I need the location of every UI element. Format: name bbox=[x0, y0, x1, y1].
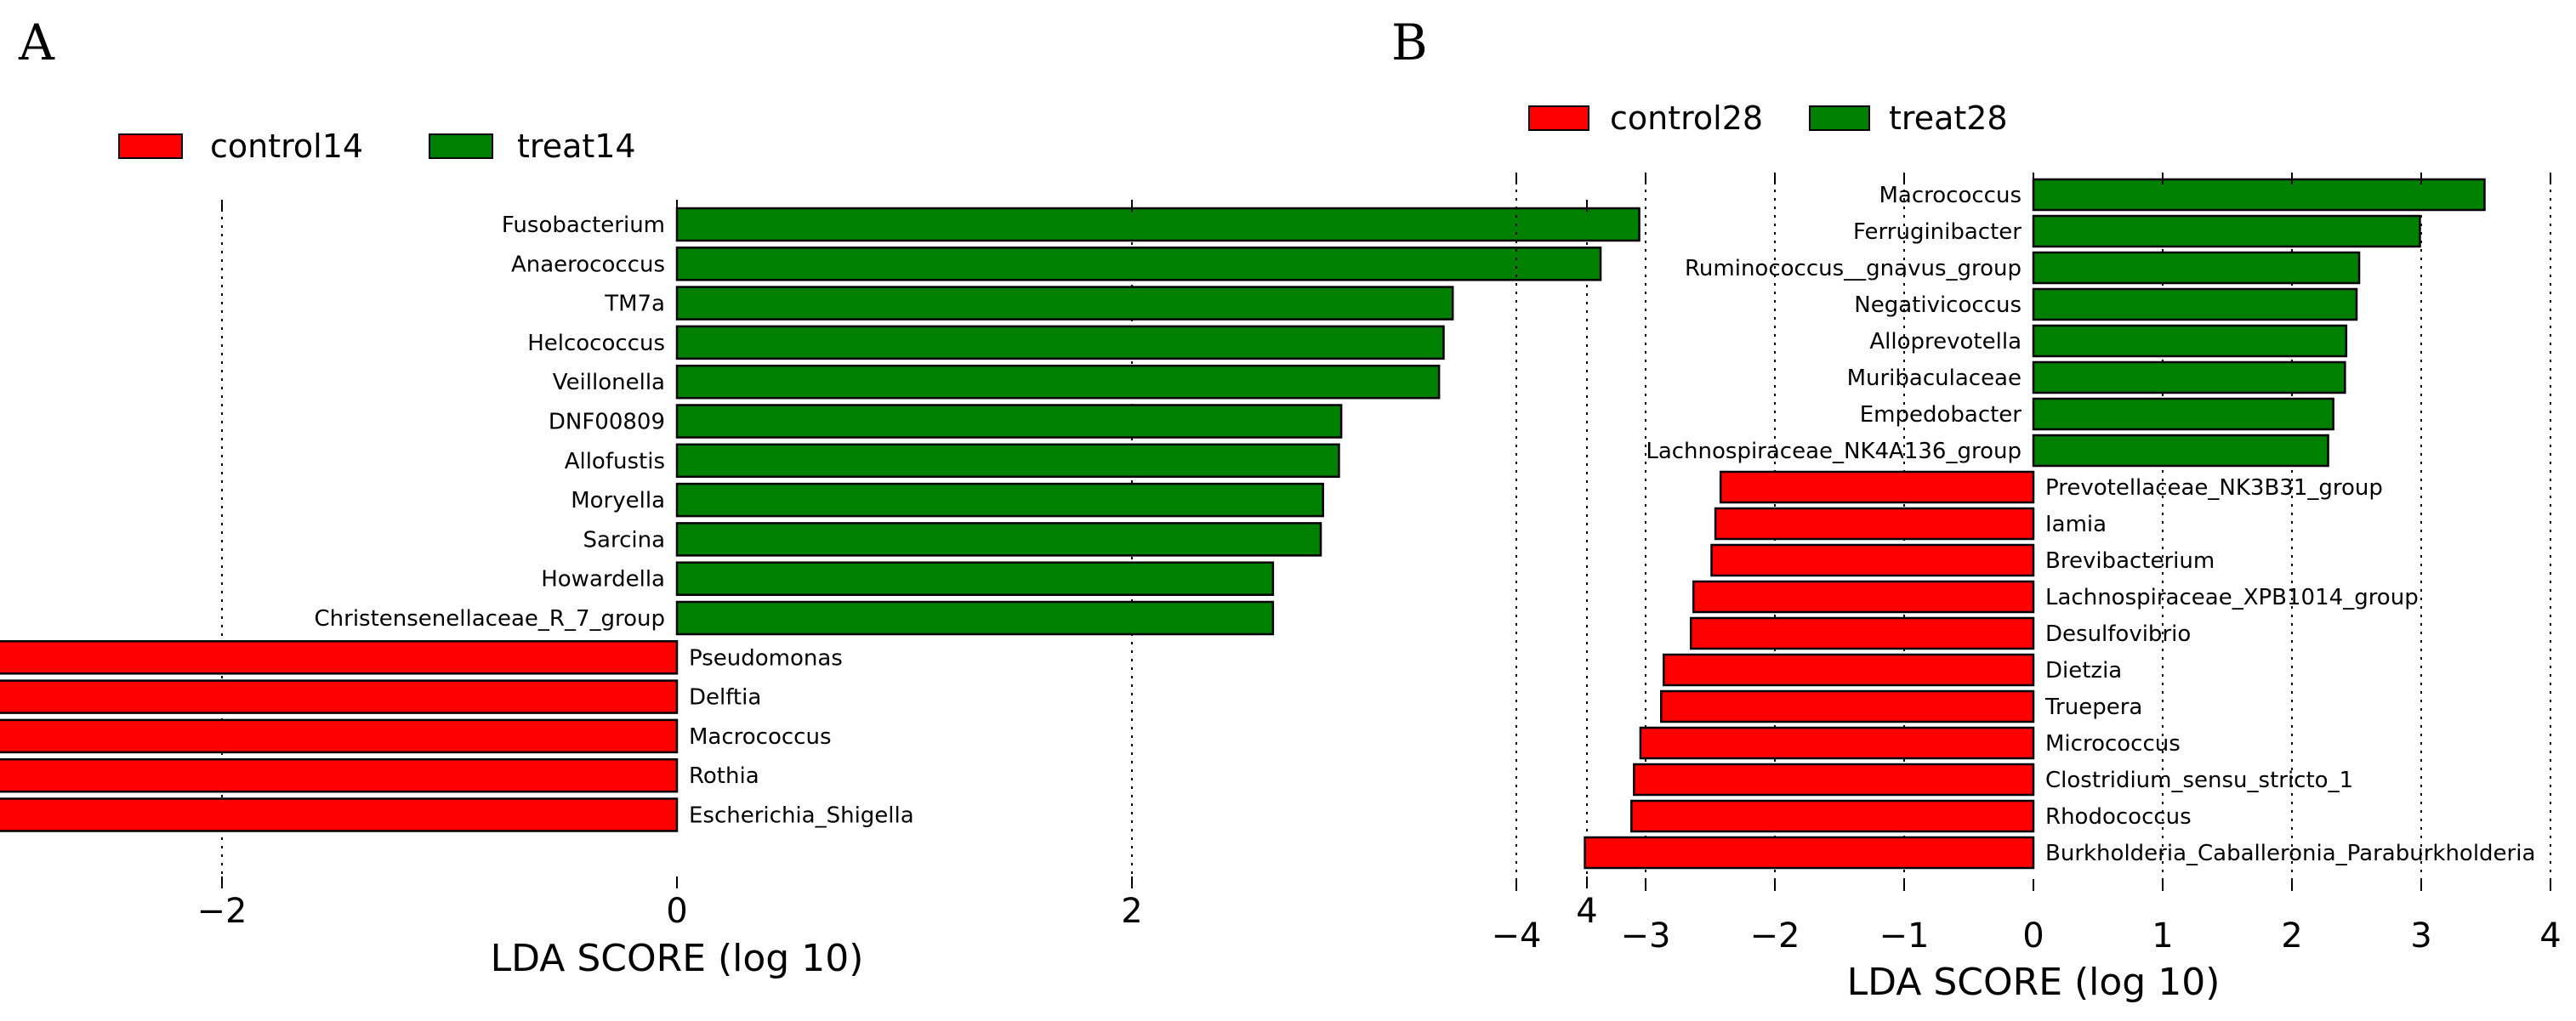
panel-a-bar bbox=[0, 757, 679, 793]
panel-a-bar-label: Escherichia_Shigella bbox=[689, 803, 914, 829]
panel-b-bar-label: Ruminococcus__gnavus_group bbox=[1685, 256, 2022, 281]
panel-b-tick-label: 4 bbox=[2539, 916, 2561, 956]
panel-b-bar bbox=[1663, 653, 2035, 687]
panel-a-bar-label: Pseudomonas bbox=[689, 645, 843, 671]
panel-b-bar bbox=[2032, 214, 2421, 248]
panel-b-tick-label: −2 bbox=[1750, 916, 1800, 956]
panel-b-bar-label: Burkholderia_Caballeronia_Paraburkholder… bbox=[2045, 841, 2535, 866]
panel-b-bar bbox=[1630, 799, 2035, 833]
panel-b-legend-swatch bbox=[1809, 105, 1870, 131]
panel-b-bar bbox=[2032, 360, 2346, 394]
panel-b-bar-label: Dietzia bbox=[2045, 658, 2122, 684]
panel-b-bar-label: Macrococcus bbox=[1879, 183, 2022, 208]
panel-a-bar bbox=[675, 364, 1441, 400]
panel-b-tick-label: 1 bbox=[2152, 916, 2173, 956]
panel-b-bar-label: Desulfovibrio bbox=[2045, 621, 2191, 647]
panel-b-bar bbox=[2032, 397, 2334, 431]
panel-b-bar-label: Empedobacter bbox=[1860, 402, 2022, 428]
panel-a-bar-label: DNF00809 bbox=[549, 410, 665, 435]
panel-a-bar bbox=[675, 443, 1340, 479]
panel-b-legend-label: control28 bbox=[1610, 99, 1763, 137]
panel-b-bar bbox=[1719, 470, 2035, 504]
panel-b-bar-label: Muribaculaceae bbox=[1847, 366, 2022, 391]
panel-b-bar-label: Negativicoccus bbox=[1854, 292, 2022, 318]
panel-a-bar bbox=[0, 797, 679, 832]
panel-b-label: B bbox=[1391, 14, 1428, 71]
panel-a-bar-label: Fusobacterium bbox=[502, 213, 665, 238]
panel-b-tick-label: −3 bbox=[1621, 916, 1671, 956]
panel-a-bar bbox=[675, 247, 1602, 281]
panel-b-bar bbox=[1714, 507, 2035, 541]
panel-a-bar bbox=[675, 482, 1324, 518]
panel-b-tick-label: −1 bbox=[1879, 916, 1930, 956]
panel-b-bar-label: Ferruginibacter bbox=[1853, 219, 2022, 245]
panel-b-tick-label: 0 bbox=[2022, 916, 2044, 956]
panel-b-bar bbox=[1689, 616, 2035, 650]
panel-a-bar bbox=[675, 522, 1322, 557]
panel-b-bar-label: Rhodococcus bbox=[2045, 804, 2192, 830]
panel-b-bar-label: Brevibacterium bbox=[2045, 548, 2215, 574]
panel-b-bar bbox=[1659, 689, 2035, 723]
panel-b-bar bbox=[2032, 251, 2361, 285]
panel-b-bar bbox=[1639, 726, 2035, 760]
panel-b-bar-label: Truepera bbox=[2044, 695, 2142, 720]
panel-a-bar bbox=[675, 600, 1275, 636]
panel-b-bar bbox=[1633, 763, 2035, 797]
panel-b-legend-swatch bbox=[1528, 105, 1589, 131]
panel-b-bar-label: Micrococcus bbox=[2045, 731, 2181, 757]
panel-b-bar bbox=[2032, 287, 2358, 321]
panel-a-tick-label: 0 bbox=[666, 892, 687, 931]
panel-b-bar-label: Lachnospiraceae_NK4A136_group bbox=[1646, 439, 2022, 464]
panel-b-bar-label: Clostridium_sensu_stricto_1 bbox=[2045, 768, 2353, 793]
panel-b-bar bbox=[2032, 324, 2348, 358]
panel-b-bar-label: Prevotellaceae_NK3B31_group bbox=[2045, 475, 2383, 501]
panel-a-bar-label: Macrococcus bbox=[689, 724, 832, 750]
panel-a-tick-label: 4 bbox=[1576, 892, 1597, 931]
panel-a-tick-label: 2 bbox=[1121, 892, 1142, 931]
panel-a-bar-label: Howardella bbox=[541, 567, 665, 593]
panel-a-bar bbox=[675, 404, 1343, 439]
panel-b-bar bbox=[1710, 543, 2035, 577]
panel-a-bar bbox=[0, 640, 679, 675]
panel-b-bar bbox=[2032, 434, 2329, 468]
panel-b-tick-label: 3 bbox=[2410, 916, 2431, 956]
panel-b-legend-label: treat28 bbox=[1889, 99, 2008, 137]
panel-b-bar-label: Iamia bbox=[2045, 512, 2107, 537]
panel-a-bar bbox=[675, 286, 1454, 320]
panel-a-legend-swatch bbox=[118, 133, 183, 159]
panel-a-bar-label: Anaerococcus bbox=[511, 252, 665, 277]
panel-a-label: A bbox=[18, 14, 55, 71]
panel-a-x-axis-title: LDA SCORE (log 10) bbox=[491, 937, 864, 980]
panel-a-bar-label: Veillonella bbox=[553, 370, 665, 395]
panel-a-bar bbox=[675, 561, 1275, 596]
panel-a-bar bbox=[675, 325, 1445, 360]
panel-b-tick-label: 2 bbox=[2281, 916, 2302, 956]
panel-a-bar-label: Allofustis bbox=[565, 449, 665, 474]
panel-a-bar-label: Rothia bbox=[689, 763, 759, 789]
panel-b-bar bbox=[1692, 580, 2035, 614]
panel-a-legend-label: control14 bbox=[210, 128, 363, 165]
panel-b-bar bbox=[1584, 836, 2035, 870]
panel-a-bar-label: Helcococcus bbox=[527, 331, 665, 356]
panel-b-bar bbox=[2032, 178, 2486, 212]
panel-a-bar-label: TM7a bbox=[604, 292, 665, 317]
panel-a-bar bbox=[675, 207, 1641, 242]
panel-a-bar-label: Christensenellaceae_R_7_group bbox=[315, 606, 666, 632]
panel-b-tick-label: −4 bbox=[1492, 916, 1542, 956]
panel-a-tick-label: −2 bbox=[197, 892, 247, 931]
panel-a-legend-swatch bbox=[429, 133, 493, 159]
panel-a-bar-label: Sarcina bbox=[583, 527, 665, 553]
panel-a-bar-label: Moryella bbox=[571, 488, 665, 513]
panel-a-bar bbox=[0, 718, 679, 754]
panel-b-bar-label: Lachnospiraceae_XPB1014_group bbox=[2045, 585, 2419, 610]
panel-b-bar-label: Alloprevotella bbox=[1869, 329, 2022, 355]
panel-a-bar-label: Delftia bbox=[689, 685, 761, 711]
panel-a-bar bbox=[0, 679, 679, 714]
panel-a-legend-label: treat14 bbox=[517, 128, 636, 165]
panel-b-x-axis-title: LDA SCORE (log 10) bbox=[1847, 961, 2221, 1004]
